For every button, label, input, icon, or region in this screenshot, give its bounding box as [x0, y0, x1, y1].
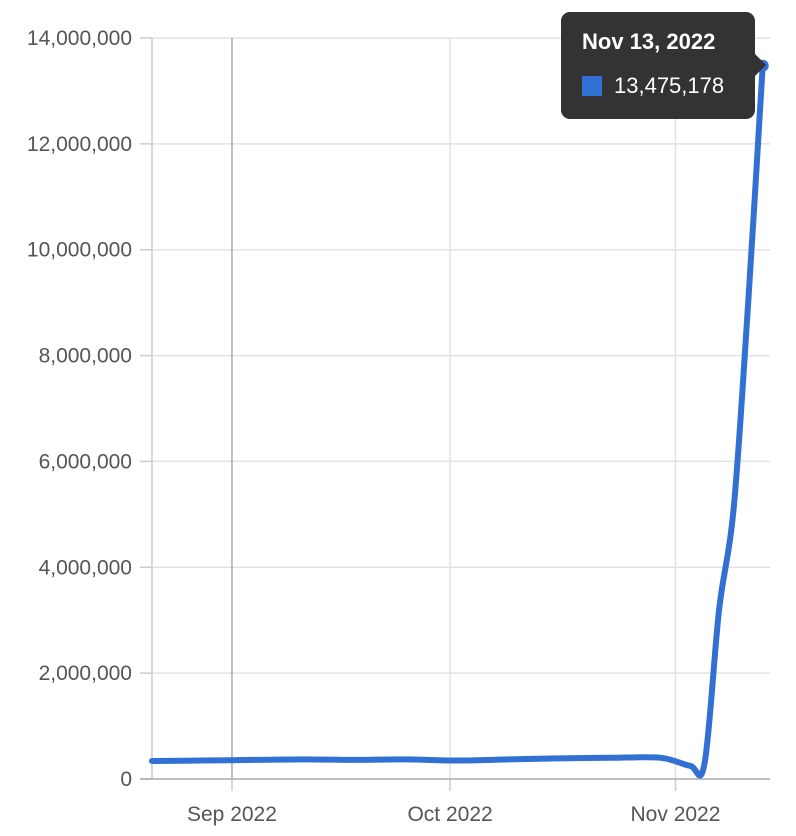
- tooltip-swatch: [582, 76, 602, 96]
- y-tick-label: 2,000,000: [39, 662, 132, 685]
- tooltip-value: 13,475,178: [614, 73, 725, 98]
- tooltip-title: Nov 13, 2022: [582, 29, 716, 54]
- y-tick-label: 6,000,000: [39, 450, 132, 473]
- y-axis-labels: 0 2,000,000 4,000,000 6,000,000 8,000,000 10,…: [27, 27, 132, 791]
- tooltip-row: 13,475,178: [582, 73, 755, 99]
- tooltip: Nov 13, 2022 13,475,178: [561, 12, 766, 119]
- y-tick-label: 8,000,000: [39, 345, 132, 368]
- y-tick-label: 12,000,000: [27, 133, 132, 156]
- gridlines: [152, 37, 770, 779]
- y-tick-label: 0: [120, 768, 132, 791]
- y-tick-label: 14,000,000: [27, 27, 132, 50]
- y-tick-label: 10,000,000: [27, 239, 132, 262]
- axes: [140, 37, 770, 791]
- series-line: [149, 62, 766, 779]
- x-tick-label: Nov 2022: [631, 803, 721, 826]
- x-tick-label: Sep 2022: [187, 803, 277, 826]
- x-axis-labels: Sep 2022 Oct 2022 Nov 2022: [187, 803, 720, 826]
- x-tick-label: Oct 2022: [407, 803, 492, 826]
- y-tick-label: 4,000,000: [39, 556, 132, 579]
- tooltip-arrow: [755, 54, 766, 76]
